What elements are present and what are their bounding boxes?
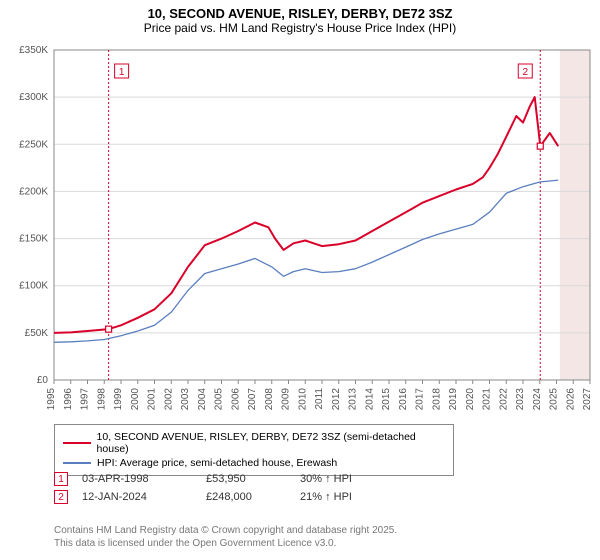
marker-badge: 1 <box>54 472 68 486</box>
svg-text:2027: 2027 <box>582 388 593 411</box>
svg-text:1997: 1997 <box>80 388 91 411</box>
annotation-table: 103-APR-1998£53,95030% ↑ HPI 212-JAN-2024… <box>54 468 380 508</box>
svg-text:2021: 2021 <box>482 388 493 411</box>
svg-text:1: 1 <box>119 67 125 78</box>
svg-text:£250K: £250K <box>19 139 48 150</box>
svg-text:2012: 2012 <box>331 388 342 411</box>
svg-text:2019: 2019 <box>448 388 459 411</box>
svg-text:2015: 2015 <box>381 388 392 411</box>
marker-badge: 2 <box>54 490 68 504</box>
annotation-row: 103-APR-1998£53,95030% ↑ HPI <box>54 472 380 486</box>
svg-text:£300K: £300K <box>19 92 48 103</box>
svg-text:2023: 2023 <box>515 388 526 411</box>
svg-text:2000: 2000 <box>130 388 141 411</box>
svg-text:£200K: £200K <box>19 186 48 197</box>
svg-text:2011: 2011 <box>314 388 325 410</box>
svg-text:2007: 2007 <box>247 388 258 411</box>
svg-text:2009: 2009 <box>281 388 292 411</box>
svg-text:2014: 2014 <box>364 388 375 411</box>
svg-text:2025: 2025 <box>549 388 560 411</box>
svg-text:1995: 1995 <box>46 388 57 411</box>
svg-text:2013: 2013 <box>348 388 359 411</box>
svg-text:£350K: £350K <box>19 45 48 56</box>
svg-text:2003: 2003 <box>180 388 191 411</box>
svg-text:2010: 2010 <box>297 388 308 411</box>
footer-attribution: Contains HM Land Registry data © Crown c… <box>54 524 397 550</box>
svg-text:1998: 1998 <box>96 388 107 411</box>
svg-text:2017: 2017 <box>415 388 426 411</box>
svg-text:2016: 2016 <box>398 388 409 411</box>
svg-text:£100K: £100K <box>19 281 48 292</box>
chart-title: 10, SECOND AVENUE, RISLEY, DERBY, DE72 3… <box>0 6 600 21</box>
svg-text:1999: 1999 <box>113 388 124 411</box>
annotation-row: 212-JAN-2024£248,00021% ↑ HPI <box>54 490 380 504</box>
svg-text:2018: 2018 <box>431 388 442 411</box>
svg-text:2004: 2004 <box>197 388 208 411</box>
svg-text:2026: 2026 <box>565 388 576 411</box>
legend-item: 10, SECOND AVENUE, RISLEY, DERBY, DE72 3… <box>63 431 445 455</box>
svg-text:£50K: £50K <box>25 328 49 339</box>
svg-text:2022: 2022 <box>498 388 509 411</box>
svg-text:1996: 1996 <box>63 388 74 411</box>
svg-text:2006: 2006 <box>230 388 241 411</box>
svg-text:2008: 2008 <box>264 388 275 411</box>
svg-text:2024: 2024 <box>532 388 543 411</box>
footer-line: Contains HM Land Registry data © Crown c… <box>54 524 397 537</box>
svg-text:£0: £0 <box>37 375 49 386</box>
footer-line: This data is licensed under the Open Gov… <box>54 537 397 550</box>
svg-text:2001: 2001 <box>147 388 158 411</box>
svg-text:£150K: £150K <box>19 234 48 245</box>
svg-text:2: 2 <box>522 67 528 78</box>
chart-subtitle: Price paid vs. HM Land Registry's House … <box>0 21 600 35</box>
svg-text:2020: 2020 <box>465 388 476 411</box>
line-chart: £0 £50K £100K £150K £200K £250K £300K £350K 1995… <box>0 36 600 416</box>
svg-text:2002: 2002 <box>163 388 174 411</box>
chart-container: 10, SECOND AVENUE, RISLEY, DERBY, DE72 3… <box>0 0 600 560</box>
svg-text:2005: 2005 <box>214 388 225 411</box>
